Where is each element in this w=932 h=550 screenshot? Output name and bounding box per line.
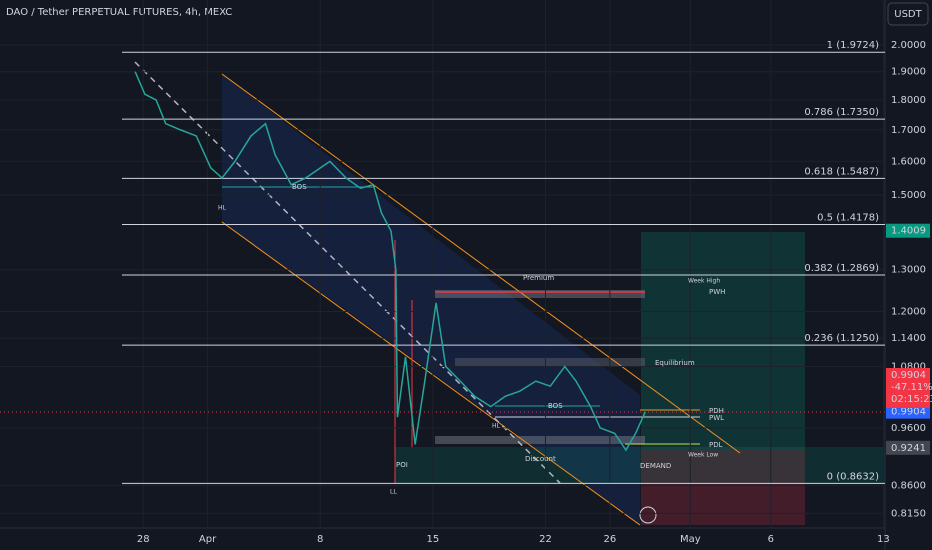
annotation: PDH	[709, 407, 724, 415]
y-tick-label: 2.0000	[891, 40, 926, 51]
premium-box	[435, 290, 645, 298]
annotation: Discount	[525, 455, 556, 463]
fib-label: 0 (0.8632)	[827, 471, 879, 482]
y-tick-label: 1.6000	[891, 156, 926, 167]
y-tick-label: 0.8600	[891, 480, 926, 491]
y-tick-label: 1.0800	[891, 361, 926, 372]
trend-dashed	[134, 61, 561, 484]
price-tag-label: 0.9904	[891, 407, 926, 418]
y-tick-label: 1.9000	[891, 67, 926, 78]
price-tag	[886, 440, 930, 455]
price-line	[134, 71, 646, 452]
discount-box	[435, 436, 645, 444]
target-zone	[641, 232, 805, 450]
currency-button[interactable]	[887, 2, 929, 26]
y-tick-label: 1.2000	[891, 306, 926, 317]
y-tick-label: 1.1400	[891, 333, 926, 344]
y-tick-label: 1.5000	[891, 190, 926, 201]
chart-title: DAO / Tether PERPETUAL FUTURES, 4h, MEXC	[6, 7, 232, 18]
x-tick-label: 28	[137, 534, 150, 545]
annotation: PWL	[709, 414, 724, 422]
annotation: BOS	[548, 402, 563, 410]
annotation: HL	[492, 423, 501, 430]
fib-label: 0.786 (1.7350)	[804, 107, 879, 118]
fib-label: 0.5 (1.4178)	[817, 212, 879, 223]
x-tick-label: 15	[426, 534, 439, 545]
x-tick-label: 22	[539, 534, 552, 545]
price-tag-label: 1.4009	[891, 226, 926, 237]
x-tick-label: Apr	[199, 534, 217, 545]
x-tick-label: 8	[317, 534, 323, 545]
annotation: Week Low	[688, 452, 718, 459]
annotation: Premium	[523, 274, 554, 282]
y-tick-label: 1.8000	[891, 95, 926, 106]
last-price-countdown: 02:15:23	[891, 394, 932, 405]
x-tick-label: 26	[603, 534, 616, 545]
annotation: Week High	[688, 278, 720, 285]
fib-label: 0.236 (1.1250)	[804, 333, 879, 344]
x-tick-label: 13	[877, 534, 890, 545]
annotation: DEMAND	[640, 462, 671, 470]
demand-zone	[395, 447, 885, 483]
fib-label: 0.382 (1.2869)	[804, 263, 879, 274]
y-tick-label: 0.9600	[891, 423, 926, 434]
price-tag	[886, 223, 930, 238]
fib-label: 1 (1.9724)	[827, 40, 879, 51]
last-price-label: 0.9904	[891, 370, 926, 381]
last-price-tag	[886, 368, 930, 408]
price-tag-label: 0.9241	[891, 443, 926, 454]
y-tick-label: 0.8150	[891, 508, 926, 519]
y-tick-label: 1.3000	[891, 265, 926, 276]
annotation: HL	[218, 205, 227, 212]
stop-zone	[641, 450, 805, 525]
currency-label[interactable]: USDT	[894, 9, 922, 20]
last-price-change: -47.11%	[891, 382, 932, 393]
replay-icon[interactable]	[639, 506, 657, 524]
y-tick-label: 1.7000	[891, 125, 926, 136]
annotation: PDL	[709, 441, 723, 449]
annotation: PWH	[709, 288, 725, 296]
annotation: POI	[396, 461, 408, 469]
fib-label: 0.618 (1.5487)	[804, 166, 879, 177]
annotation: Equilibrium	[655, 359, 695, 367]
x-tick-label: 6	[768, 534, 774, 545]
price-tag	[886, 404, 930, 419]
x-tick-label: May	[680, 534, 701, 545]
channel-upper	[221, 73, 741, 454]
channel-lower	[221, 221, 641, 526]
equilibrium-box	[455, 358, 645, 366]
annotation: BOS	[292, 183, 307, 191]
annotation: LL	[390, 489, 397, 496]
